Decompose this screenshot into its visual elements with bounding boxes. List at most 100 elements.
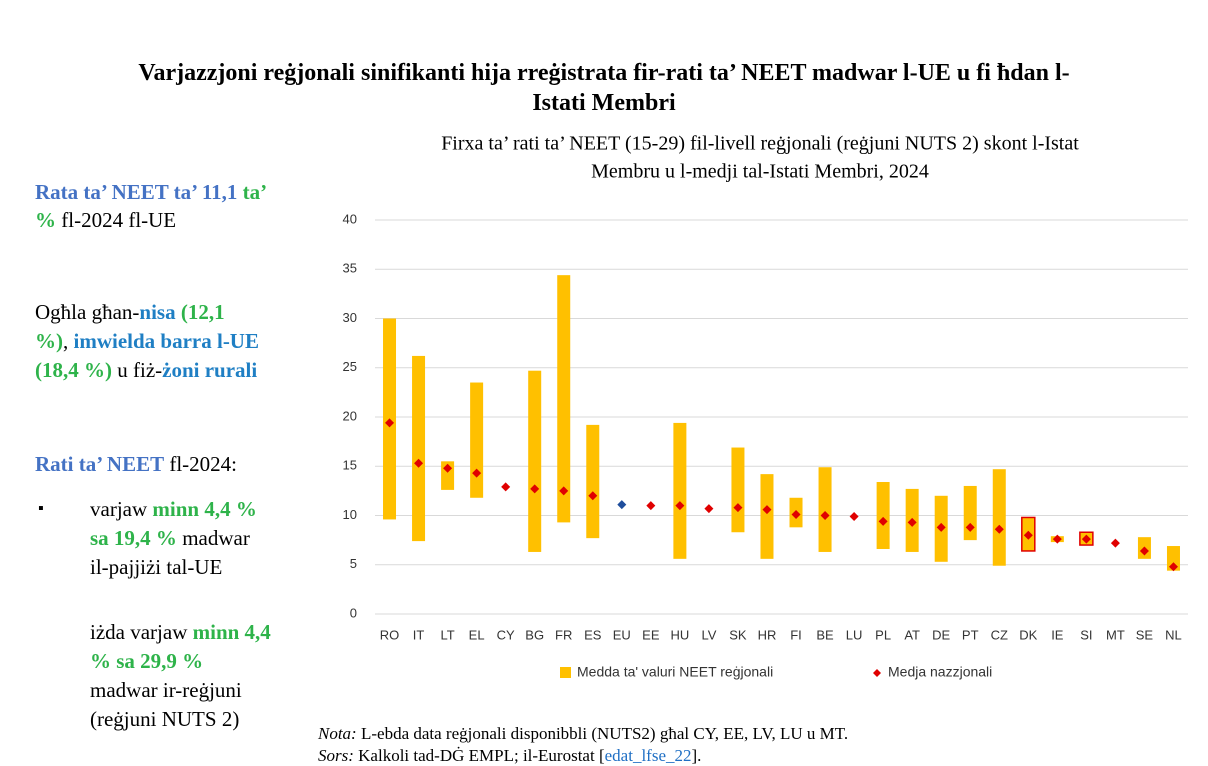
sidebar-line: Rati ta’ NEET fl-2024: (35, 452, 237, 477)
x-tick-label: FI (790, 627, 802, 642)
text-run: ta’ (237, 180, 268, 204)
text-run: (12,1 (175, 300, 225, 324)
mean-marker (1023, 530, 1033, 540)
x-tick-label: FR (555, 627, 572, 642)
mean-marker (646, 501, 656, 511)
range-bar (528, 370, 542, 552)
sidebar-line: Ogħla għan-nisa (12,1 (35, 300, 225, 325)
legend-swatch (560, 667, 571, 678)
mean-marker (472, 468, 482, 478)
text-run: varjaw (90, 497, 153, 521)
mean-marker (936, 522, 946, 532)
text-run: żoni rurali (162, 358, 258, 382)
chart-subtitle: Membru u l-medji tal-Istati Membri, 2024 (591, 161, 929, 183)
text-run: Nota: (318, 724, 357, 743)
y-tick-label: 0 (350, 605, 357, 620)
range-bar (470, 382, 484, 498)
range-bar (760, 474, 774, 559)
text-run: u fiż- (112, 358, 163, 382)
sidebar-line: % sa 29,9 % (90, 649, 203, 674)
text-run: , (63, 329, 74, 353)
y-tick-label: 25 (343, 359, 357, 374)
range-bar (818, 467, 832, 552)
sidebar-line: madwar ir-reġjuni (90, 678, 242, 703)
range-bar (731, 447, 745, 533)
range-bar (1166, 546, 1180, 571)
text-run: fl-2024 fl-UE (56, 208, 177, 232)
range-outline (1079, 531, 1094, 546)
sidebar-line: % fl-2024 fl-UE (35, 208, 176, 233)
x-tick-label: IT (413, 627, 425, 642)
legend-label: Medja nazzjonali (888, 664, 992, 680)
x-tick-label: AT (904, 627, 920, 642)
mean-marker (820, 511, 830, 520)
mean-marker (994, 524, 1004, 534)
sidebar-line: %), imwielda barra l-UE (35, 329, 259, 354)
x-tick-label: ES (584, 627, 602, 642)
mean-marker (414, 458, 424, 468)
mean-marker (385, 418, 395, 428)
x-tick-label: BG (525, 627, 544, 642)
text-run: Sors: (318, 746, 354, 765)
mean-marker (1081, 534, 1091, 544)
x-tick-label: SK (729, 627, 747, 642)
range-bar (876, 482, 890, 549)
text-run: ]. (691, 746, 702, 765)
mean-marker (443, 463, 453, 473)
x-tick-label: LU (846, 627, 863, 642)
mean-marker (501, 482, 511, 492)
x-tick-label: LT (440, 627, 454, 642)
y-tick-label: 30 (343, 310, 357, 325)
legend-label: Medda ta' valuri NEET reġjonali (577, 664, 773, 680)
text-run: Ogħla għan- (35, 300, 140, 324)
text-run: minn 4,4 % (152, 497, 257, 521)
y-tick-label: 40 (343, 211, 357, 226)
mean-marker (791, 510, 801, 520)
mean-marker (1052, 534, 1062, 544)
x-tick-label: EU (613, 627, 631, 642)
mean-marker (588, 491, 598, 501)
mean-marker (559, 486, 569, 496)
text-run: iżda varjaw (90, 620, 193, 644)
text-run: madwar ir-reġjuni (90, 678, 242, 702)
mean-marker (849, 511, 859, 521)
range-bar (673, 422, 687, 559)
x-tick-label: RO (380, 627, 400, 642)
sidebar-line: (18,4 %) u fiż-żoni rurali (35, 358, 257, 383)
text-run: nisa (139, 300, 176, 324)
text-run: edat_lfse_22 (604, 746, 692, 765)
x-tick-label: PT (962, 627, 979, 642)
text-run: (18,4 %) (35, 358, 112, 382)
x-tick-label: CY (497, 627, 515, 642)
y-tick-label: 20 (343, 408, 357, 423)
sidebar-line: varjaw minn 4,4 % (90, 497, 257, 522)
bullet: ▪ (38, 500, 44, 517)
text-run: % sa 29,9 % (90, 649, 204, 673)
x-tick-label: LV (701, 627, 716, 642)
text-run: sa 19,4 % (90, 526, 177, 550)
y-tick-label: 15 (343, 458, 357, 473)
range-bar (586, 424, 600, 539)
text-run: Rati ta’ NEET (35, 452, 165, 476)
mean-marker (675, 501, 685, 511)
mean-marker (878, 516, 888, 526)
x-tick-label: DK (1019, 627, 1037, 642)
text-run: Kalkoli tad-DĠ EMPL; il-Eurostat [ (353, 746, 605, 765)
text-run: il-pajjiżi tal-UE (90, 555, 223, 579)
chart-subtitle: Firxa ta’ rati ta’ NEET (15-29) fil-live… (441, 133, 1079, 155)
y-tick-label: 10 (343, 507, 357, 522)
sidebar-line: iżda varjaw minn 4,4 (90, 620, 271, 645)
range-bar (412, 355, 426, 542)
x-tick-label: BE (816, 627, 834, 642)
sidebar-line: il-pajjiżi tal-UE (90, 555, 222, 580)
text-run: (reġjuni NUTS 2) (90, 707, 240, 731)
x-tick-label: NL (1165, 627, 1182, 642)
title-line: Varjazzjoni reġjonali sinifikanti hija r… (138, 60, 1070, 86)
legend-swatch (873, 669, 881, 677)
mean-marker (762, 505, 772, 515)
mean-marker (1168, 562, 1178, 572)
x-tick-label: PL (875, 627, 891, 642)
sidebar-line: Rata ta’ NEET ta’ 11,1 ta’ (35, 180, 267, 205)
range-outline (1021, 516, 1036, 552)
